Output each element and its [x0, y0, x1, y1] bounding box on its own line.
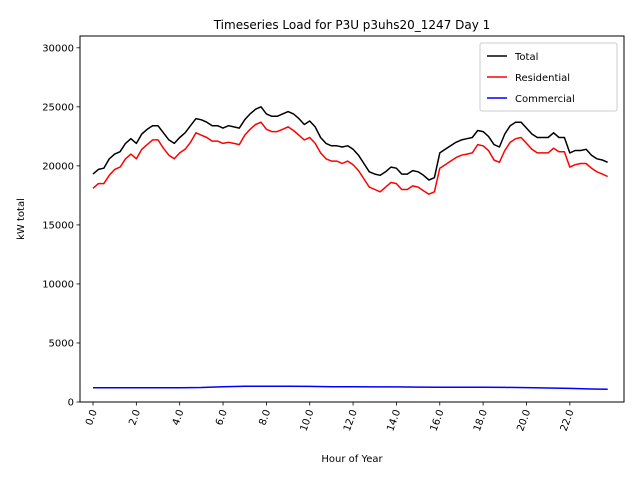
x-tick-label: 22.0 [559, 408, 577, 433]
plot-frame [79, 35, 625, 403]
series-line-total [92, 106, 608, 181]
legend-label-total: Total [514, 52, 538, 63]
x-tick-label: 18.0 [472, 408, 490, 433]
x-tick-label: 14.0 [385, 408, 403, 433]
plot-lines [92, 106, 609, 390]
y-tick-label: 10000 [42, 279, 74, 290]
x-axis: 0.0 2.0 4.0 6.0 8.0 10.0 12.0 14.0 16.0 18.0 20.0 2… [84, 402, 577, 433]
x-tick-label: 2.0 [127, 408, 143, 427]
x-tick-label: 20.0 [515, 408, 533, 433]
x-tick-label: 4.0 [171, 408, 187, 427]
series-line-residential [92, 121, 609, 195]
y-tick-label: 0 [68, 398, 74, 409]
legend-box [479, 42, 618, 112]
y-tick-label: 25000 [42, 102, 74, 113]
x-tick-label: 10.0 [299, 408, 317, 433]
x-tick-label: 8.0 [257, 408, 273, 427]
x-tick-label: 16.0 [429, 408, 447, 433]
x-tick-label: 12.0 [342, 408, 360, 433]
x-axis-label: Hour of Year [321, 454, 383, 465]
y-tick-label: 5000 [49, 338, 74, 349]
x-tick-label: 0.0 [84, 408, 100, 427]
legend-label-commercial: Commercial [515, 94, 575, 105]
chart-title: Timeseries Load for P3U p3uhs20_1247 Day… [213, 18, 491, 32]
y-tick-label: 20000 [42, 161, 74, 172]
y-axis: 0 5000 10000 15000 20000 25000 30000 [42, 43, 80, 409]
legend: Total Residential Commercial [479, 42, 618, 112]
y-tick-label: 15000 [42, 220, 74, 231]
x-tick-label: 6.0 [214, 408, 230, 427]
legend-label-residential: Residential [515, 73, 570, 84]
y-axis-label: kW total [16, 198, 27, 240]
series-line-commercial [93, 385, 608, 390]
y-tick-label: 30000 [42, 43, 74, 54]
